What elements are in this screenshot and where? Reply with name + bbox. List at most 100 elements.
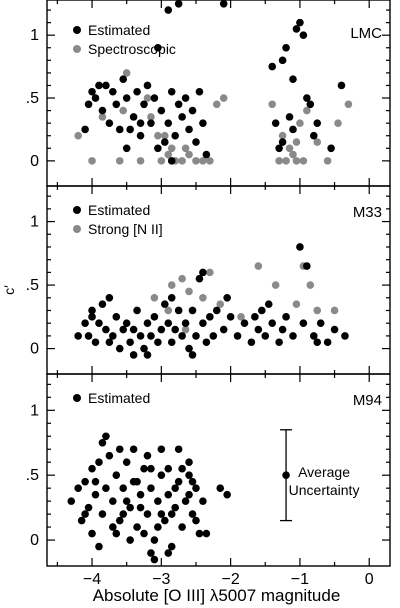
data-point-lmc (289, 75, 297, 83)
data-point-m33 (188, 306, 197, 315)
data-point-m33 (171, 325, 179, 334)
data-point-m94 (199, 497, 207, 505)
data-point-m94 (147, 484, 155, 492)
x-tick-label: −2 (222, 571, 240, 588)
x-tick-label: −1 (291, 571, 309, 588)
data-point-m94 (140, 529, 148, 538)
y-tick-label-lmc: .5 (26, 90, 39, 107)
data-point-m94 (129, 445, 138, 454)
data-point-m33 (316, 319, 325, 327)
data-point-lmc (282, 157, 290, 165)
data-point-m33 (167, 293, 176, 302)
data-point-m33 (109, 332, 117, 340)
y-axis-label: c′ (1, 285, 17, 295)
data-point-lmc (105, 119, 114, 127)
data-point-lmc (296, 18, 304, 27)
data-point-m94 (95, 542, 103, 551)
data-point-m94 (157, 471, 166, 479)
data-point-m94 (98, 438, 107, 447)
data-point-lmc (303, 94, 311, 102)
legend-marker-m33 (73, 206, 81, 214)
data-point-m33 (254, 325, 263, 334)
data-point-lmc (271, 119, 280, 127)
data-point-m94 (167, 542, 176, 551)
data-point-m94 (164, 464, 173, 473)
data-point-lmc (102, 81, 110, 90)
data-point-m33 (271, 281, 280, 289)
x-tick-label: −4 (83, 571, 101, 588)
data-point-m33 (81, 319, 89, 327)
data-point-lmc (275, 157, 283, 165)
data-point-m33 (199, 293, 207, 302)
data-point-lmc (174, 0, 183, 8)
data-point-m33 (84, 332, 93, 340)
data-point-lmc (157, 157, 166, 165)
data-point-m33 (341, 332, 349, 340)
data-point-m33 (330, 306, 339, 315)
data-point-lmc (344, 100, 353, 109)
data-point-m94 (192, 516, 200, 525)
data-point-lmc (303, 106, 311, 115)
data-point-m94 (122, 497, 131, 505)
data-point-lmc (323, 157, 332, 165)
data-point-lmc (126, 125, 134, 134)
data-point-lmc (337, 81, 346, 90)
data-point-m33 (174, 306, 183, 315)
data-point-lmc (109, 87, 117, 96)
y-tick-label-m94: 0 (30, 532, 39, 549)
data-point-m94 (171, 503, 179, 512)
data-point-m33 (289, 332, 297, 340)
y-tick-label-lmc: 0 (30, 153, 39, 170)
data-point-m33 (240, 319, 249, 327)
data-point-m33 (154, 338, 162, 347)
data-point-lmc (112, 100, 121, 109)
data-point-lmc (199, 157, 207, 165)
data-point-m94 (126, 503, 134, 512)
data-point-lmc (136, 119, 145, 127)
data-point-lmc (91, 94, 100, 102)
data-point-lmc (140, 100, 148, 109)
data-point-m33 (309, 332, 318, 340)
data-point-m33 (167, 338, 176, 347)
data-point-lmc (292, 138, 301, 146)
data-point-lmc (147, 113, 155, 121)
data-point-m94 (109, 523, 117, 531)
data-point-m33 (226, 313, 235, 321)
data-point-m33 (313, 338, 322, 347)
data-point-lmc (167, 157, 176, 165)
data-point-m94 (88, 464, 96, 473)
data-point-m33 (219, 325, 228, 334)
data-point-m94 (95, 458, 103, 467)
data-point-m33 (223, 293, 231, 302)
data-point-lmc (147, 119, 155, 127)
data-point-m33 (91, 338, 100, 347)
data-point-m33 (133, 306, 141, 315)
data-point-m33 (296, 243, 304, 251)
data-point-m94 (150, 555, 159, 564)
data-point-lmc (185, 150, 193, 159)
data-point-lmc (150, 94, 159, 102)
data-point-m33 (268, 319, 277, 327)
data-point-lmc (129, 113, 138, 121)
legend-marker-lmc (73, 26, 81, 34)
data-point-m33 (136, 332, 145, 340)
data-point-lmc (285, 113, 294, 121)
data-point-m33 (150, 313, 159, 321)
data-point-lmc (171, 131, 179, 140)
data-point-m33 (150, 293, 159, 302)
data-point-lmc (119, 75, 128, 83)
data-point-lmc (299, 31, 308, 39)
data-point-lmc (195, 87, 204, 96)
data-point-lmc (74, 131, 82, 140)
data-point-lmc (306, 100, 315, 109)
data-point-lmc (178, 157, 186, 165)
data-point-lmc (192, 138, 200, 146)
data-point-lmc (98, 106, 107, 115)
data-point-lmc (136, 131, 145, 140)
data-point-lmc (278, 138, 287, 146)
data-point-m33 (206, 313, 214, 321)
data-point-m33 (251, 313, 259, 321)
data-point-lmc (206, 157, 214, 165)
data-point-m94 (147, 549, 155, 557)
data-point-m94 (102, 484, 110, 492)
